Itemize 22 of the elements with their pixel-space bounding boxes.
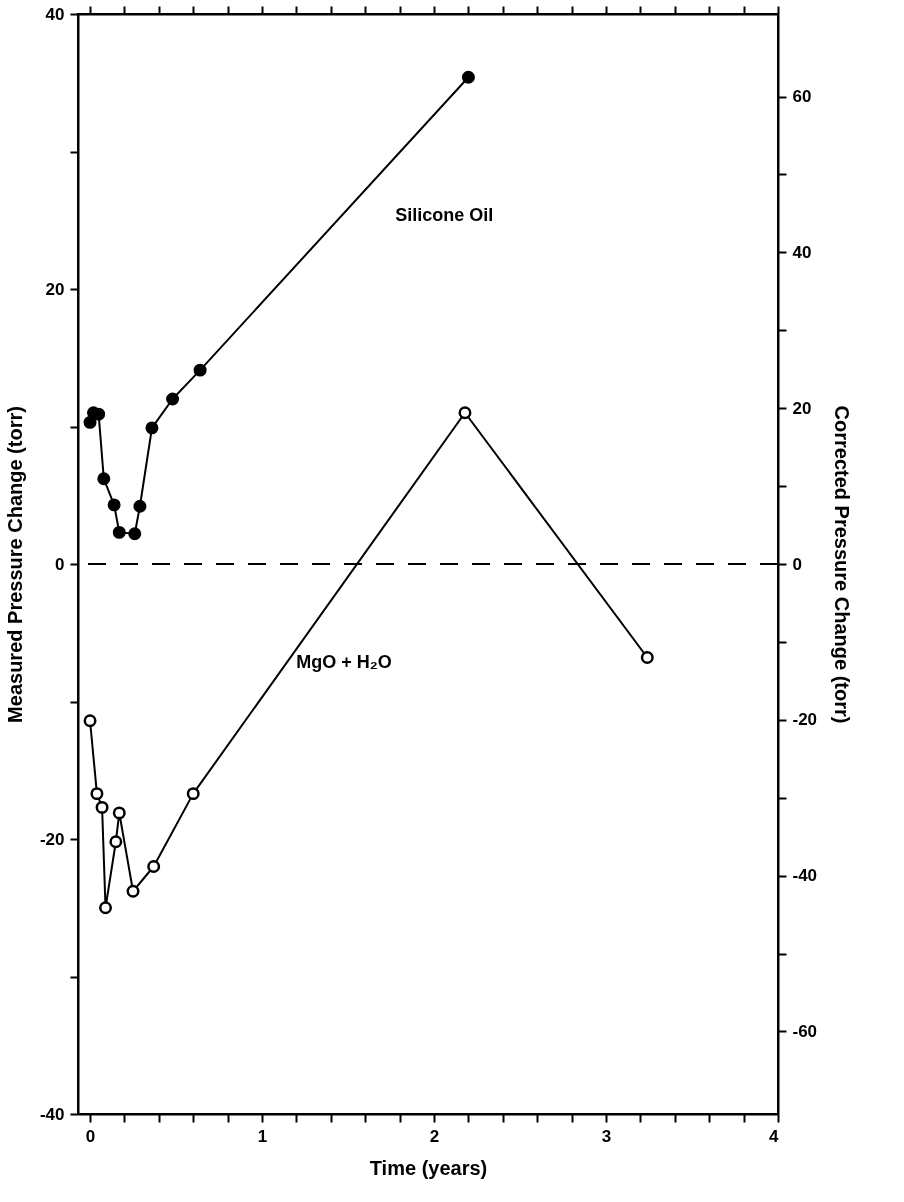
y2-tick-label: -40 (792, 866, 818, 886)
y-tick-label: 40 (45, 4, 65, 24)
series-label: Silicone Oil (395, 204, 494, 225)
x-tick-label: 4 (769, 1126, 780, 1146)
y-axis-title: Measured Pressure Change (torr) (3, 406, 26, 723)
y2-tick-label: 40 (792, 242, 812, 262)
series-label: MgO + H₂O (296, 652, 392, 673)
x-axis-title: Time (years) (369, 1156, 488, 1179)
y2-tick-label: -60 (792, 1021, 818, 1041)
y-tick-label: -20 (39, 829, 65, 849)
y-tick-label: 0 (55, 554, 65, 574)
y-tick-label: 20 (45, 279, 65, 299)
x-tick-label: 2 (429, 1126, 440, 1146)
x-tick-label: 1 (257, 1126, 268, 1146)
y2-tick-label: -20 (792, 710, 818, 730)
x-tick-label: 0 (85, 1126, 96, 1146)
y2-tick-label: 20 (792, 398, 812, 418)
y2-tick-label: 0 (792, 554, 802, 574)
x-tick-label: 3 (601, 1126, 612, 1146)
y2-tick-label: 60 (792, 87, 812, 107)
y2-axis-title: Corrected Pressure Change (torr) (831, 405, 854, 724)
y-tick-label: -40 (39, 1104, 65, 1124)
